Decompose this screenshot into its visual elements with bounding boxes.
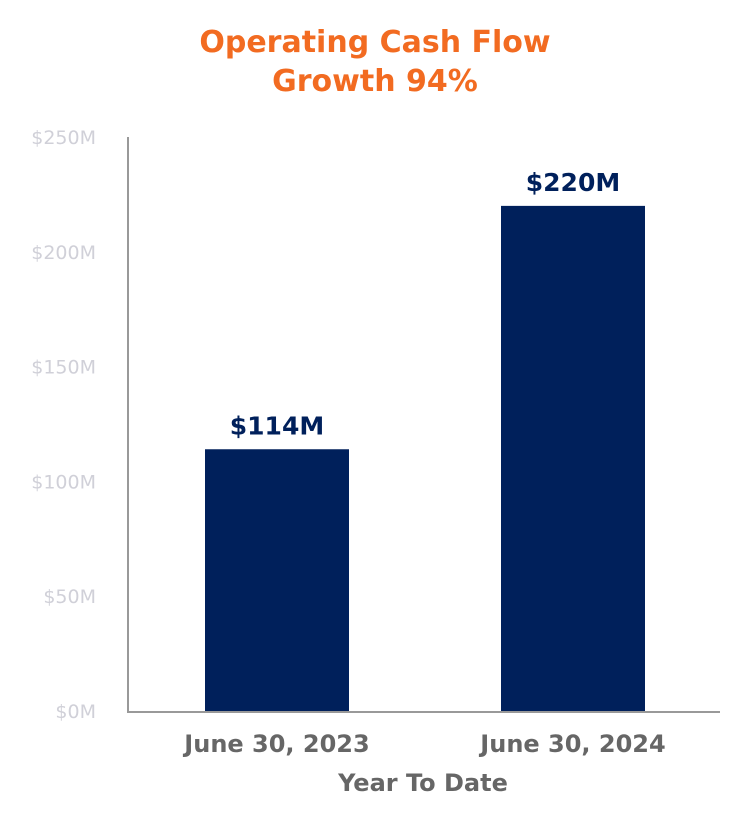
data-label: $114M — [230, 411, 324, 440]
y-tick-label: $0M — [55, 701, 96, 723]
y-tick-label: $100M — [31, 471, 96, 493]
x-axis-label: Year To Date — [337, 769, 508, 797]
chart-title-line-1: Operating Cash Flow — [199, 25, 550, 60]
x-tick-label: June 30, 2023 — [182, 730, 369, 758]
y-tick-label: $50M — [43, 586, 96, 608]
bar — [501, 205, 645, 712]
chart-title-line-2: Growth 94% — [272, 64, 478, 99]
y-tick-label: $250M — [31, 127, 96, 149]
x-tick-label: June 30, 2024 — [478, 730, 665, 758]
y-tick-label: $150M — [31, 357, 96, 379]
bar — [205, 449, 349, 712]
data-label: $220M — [526, 168, 620, 197]
y-tick-label: $200M — [31, 242, 96, 264]
